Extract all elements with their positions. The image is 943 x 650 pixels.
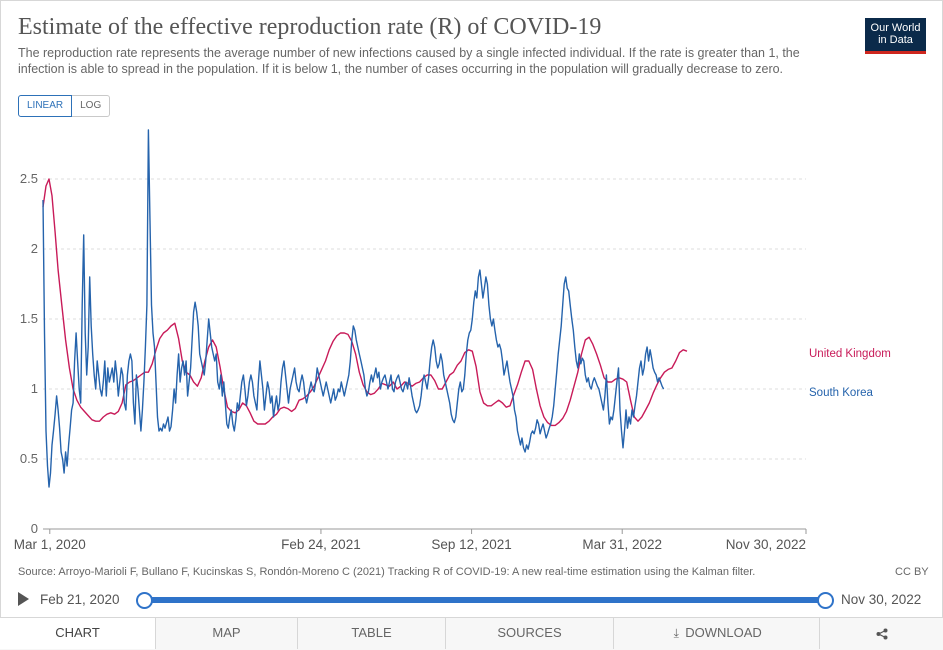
chart-subtitle: The reproduction rate represents the ave… [18,46,800,76]
play-icon[interactable] [18,592,29,606]
label-united-kingdom[interactable]: United Kingdom [809,348,891,360]
axes: 0 0.5 1 1.5 2 2.5 Mar 1, 2020 Feb 24, 2021 Sep 1… [14,171,807,552]
timeline-end-handle[interactable] [817,592,834,609]
tab-download[interactable]: ⤓ DOWNLOAD [614,618,820,649]
timeline-start-handle[interactable] [136,592,153,609]
share-icon [876,628,887,640]
logo-line-2: in Data [878,34,913,46]
y-tick-label: 2 [31,241,38,256]
series-line-united-kingdom[interactable] [42,178,688,427]
y-tick-label: 0.5 [20,451,38,466]
scale-toggle: LINEAR LOG [18,95,111,117]
y-tick-label: 0 [31,521,38,536]
tab-table[interactable]: TABLE [298,618,446,649]
license-link[interactable]: CC BY [895,566,929,578]
x-tick-label: Mar 1, 2020 [14,537,86,552]
series-line-south-korea[interactable] [42,129,665,488]
owid-logo[interactable]: Our World in Data [865,18,926,54]
linear-scale-button[interactable]: LINEAR [18,95,73,117]
y-tick-label: 2.5 [20,171,38,186]
y-tick-label: 1.5 [20,311,38,326]
timeline: Feb 21, 2020 Nov 30, 2022 [18,588,928,612]
tab-sources[interactable]: SOURCES [446,618,614,649]
chart-title: Estimate of the effective reproduction r… [18,14,602,40]
x-tick-label: Sep 12, 2021 [431,537,511,552]
x-tick-label: Nov 30, 2022 [726,537,806,552]
tab-bar: CHART MAP TABLE SOURCES ⤓ DOWNLOAD [0,617,943,650]
x-tick-label: Mar 31, 2022 [582,537,662,552]
series-lines [42,129,688,488]
log-scale-button[interactable]: LOG [72,95,111,117]
grid-lines [43,178,806,460]
line-chart: 0 0.5 1 1.5 2 2.5 Mar 1, 2020 Feb 24, 2021 Sep 1… [14,129,891,552]
logo-line-1: Our World [870,22,921,34]
timeline-start-label: Feb 21, 2020 [40,592,120,607]
download-icon: ⤓ [673,626,679,640]
label-south-korea[interactable]: South Korea [809,387,874,399]
timeline-track[interactable] [143,597,825,603]
timeline-end-label: Nov 30, 2022 [841,592,922,607]
tab-chart[interactable]: CHART [0,618,156,649]
tab-map[interactable]: MAP [156,618,298,649]
source-note: Source: Arroyo-Marioli F, Bullano F, Kuc… [18,566,756,578]
share-button[interactable] [820,618,943,649]
y-tick-label: 1 [31,381,38,396]
x-tick-label: Feb 24, 2021 [281,537,361,552]
tab-download-label: DOWNLOAD [685,625,762,640]
